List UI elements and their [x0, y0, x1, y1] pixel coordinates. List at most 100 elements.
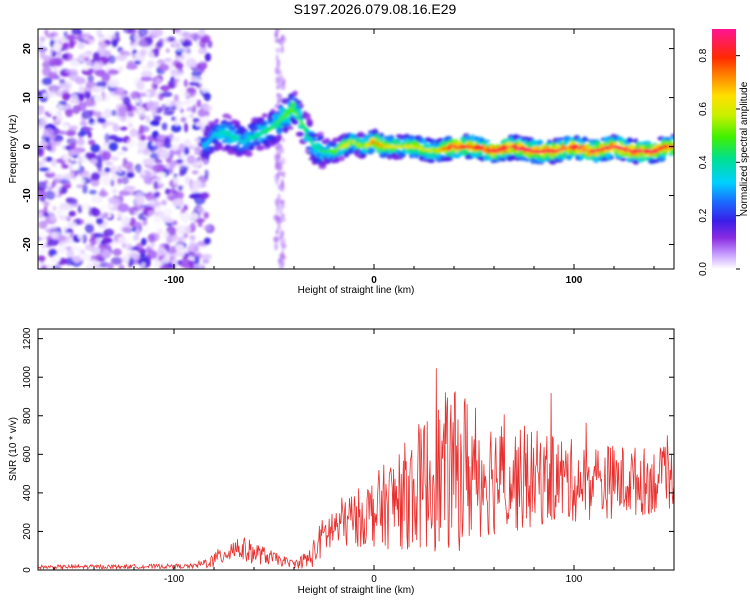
spectrogram-streak-blob	[281, 171, 286, 178]
spectrogram-streak-blob	[275, 208, 278, 215]
spectrogram-noise-blob	[198, 29, 206, 38]
spectrogram-noise-blob	[94, 36, 105, 43]
spectrogram-noise-blob	[62, 92, 71, 101]
spectrogram-noise-blob	[139, 124, 145, 135]
y-tick-label: 1000	[22, 366, 33, 389]
spectrogram-noise-blob	[183, 46, 191, 54]
spectrogram-ridge-blob	[332, 137, 339, 144]
colorbar-label: Normalized spectral amplitude	[739, 81, 750, 216]
spectrogram-streak-blob	[278, 209, 283, 215]
spectrogram-noise-blob	[43, 114, 49, 122]
spectrogram-noise-blob	[85, 81, 96, 89]
spectrogram-noise-blob	[201, 36, 209, 44]
spectrogram-noise-blob	[38, 167, 50, 172]
spectrogram-noise-blob	[203, 105, 213, 112]
spectrogram-noise-blob	[203, 212, 209, 219]
snr-y-ticks: 0 200 400 600 800 1000 1200	[22, 327, 674, 573]
spectrogram-noise-blob	[67, 158, 72, 164]
spectrogram-noise-blob	[162, 111, 174, 116]
spectrogram-noise-blob	[125, 116, 133, 126]
spectrogram-noise-blob	[163, 243, 170, 250]
spectrogram-x-axis-label: Height of straight line (km)	[298, 285, 415, 296]
colorbar-tick-label: 0.0	[698, 262, 709, 276]
spectrogram-noise-blob	[38, 255, 46, 262]
spectrogram-noise-blob	[48, 71, 58, 80]
spectrogram-noise-blob	[90, 174, 96, 181]
spectrogram-noise-blob	[164, 188, 171, 195]
spectrogram-noise-blob	[102, 50, 112, 58]
spectrogram-noise-blob	[154, 215, 161, 223]
spectrogram-noise-blob	[194, 263, 204, 269]
spectrogram-noise-blob	[181, 225, 191, 234]
spectrogram-noise-blob	[156, 246, 166, 256]
spectrogram-ridge-blob	[281, 98, 290, 105]
spectrogram-noise-blob	[162, 218, 174, 224]
spectrogram-noise-blob	[38, 46, 48, 53]
spectrogram-noise-blob	[41, 77, 53, 86]
spectrogram-ridge-blob	[379, 133, 384, 138]
spectrogram-noise-blob	[126, 243, 133, 251]
spectrogram-noise-blob	[59, 209, 68, 217]
spectrogram-noise-blob	[115, 54, 127, 61]
spectrogram-noise-blob	[189, 241, 195, 249]
spectrogram-streak-blob	[278, 74, 284, 81]
spectrogram-noise-blob	[118, 67, 123, 73]
y-tick-label: 1200	[22, 327, 33, 350]
spectrogram-streak-blob	[280, 204, 285, 209]
spectrogram-ridge-blob	[379, 136, 384, 143]
spectrogram-noise-blob	[189, 222, 196, 233]
spectrogram-noise-blob	[82, 184, 88, 194]
spectrogram-noise-blob	[38, 41, 45, 47]
y-tick-label: 800	[22, 407, 33, 424]
spectrogram-noise-blob	[111, 156, 119, 161]
spectrogram-noise-blob	[116, 212, 123, 219]
spectrogram-noise-blob	[161, 257, 171, 264]
spectrogram-ridge-blob	[248, 131, 256, 136]
spectrogram-noise-blob	[146, 101, 158, 110]
spectrogram-streak-blob	[281, 80, 285, 86]
spectrogram-noise-blob	[77, 170, 90, 178]
spectrogram-noise-blob	[61, 72, 70, 77]
spectrogram-ridge-blob	[667, 141, 674, 146]
spectrogram-ridge-blob	[283, 122, 292, 128]
spectrogram-ridge-blob	[299, 103, 304, 108]
spectrogram-noise-blob	[77, 204, 83, 214]
spectrogram-ridge-blob	[203, 159, 208, 165]
spectrogram-noise-blob	[129, 217, 137, 227]
spectrogram-streak-blob	[274, 38, 281, 44]
spectrogram-noise-blob	[141, 187, 150, 193]
spectrogram-noise-blob	[156, 172, 166, 178]
spectrogram-noise-blob	[204, 169, 209, 180]
spectrogram-noise-blob	[191, 70, 202, 77]
y-tick-label: 0	[22, 143, 33, 149]
spectrogram-ridge-blob	[333, 157, 340, 163]
spectrogram-noise-blob	[134, 92, 147, 98]
spectrogram-noise-blob	[184, 122, 189, 133]
spectrogram-noise-blob	[173, 72, 185, 77]
spectrogram-ridge-blob	[670, 150, 674, 155]
y-tick-label: 600	[22, 446, 33, 463]
spectrogram-noise-blob	[102, 150, 112, 161]
spectrogram-noise-blob	[117, 203, 130, 213]
spectrogram-noise-blob	[38, 220, 48, 230]
spectrogram-noise-blob	[69, 60, 81, 67]
spectrogram-noise-blob	[186, 154, 196, 164]
spectrogram-noise-blob	[198, 47, 208, 55]
spectrogram-noise-blob	[118, 106, 128, 114]
spectrogram-noise-blob	[196, 99, 202, 108]
spectrogram-streak-blob	[279, 160, 282, 168]
spectrogram-noise-blob	[202, 224, 211, 231]
spectrogram-noise-blob	[82, 233, 87, 244]
spectrogram-ridge-blob	[318, 162, 327, 166]
spectrogram-noise-blob	[77, 138, 85, 146]
spectrogram-noise-blob	[149, 199, 156, 205]
spectrogram-streak-blob	[276, 85, 281, 90]
spectrogram-noise-blob	[123, 185, 136, 191]
spectrogram-noise-blob	[178, 143, 186, 153]
spectrogram-noise-blob	[68, 125, 79, 131]
spectrogram-noise-blob	[146, 196, 158, 202]
y-tick-label: 20	[22, 43, 33, 55]
spectrogram-noise-blob	[129, 43, 137, 51]
spectrogram-noise-blob	[186, 201, 194, 208]
spectrogram-noise-blob	[66, 249, 75, 259]
